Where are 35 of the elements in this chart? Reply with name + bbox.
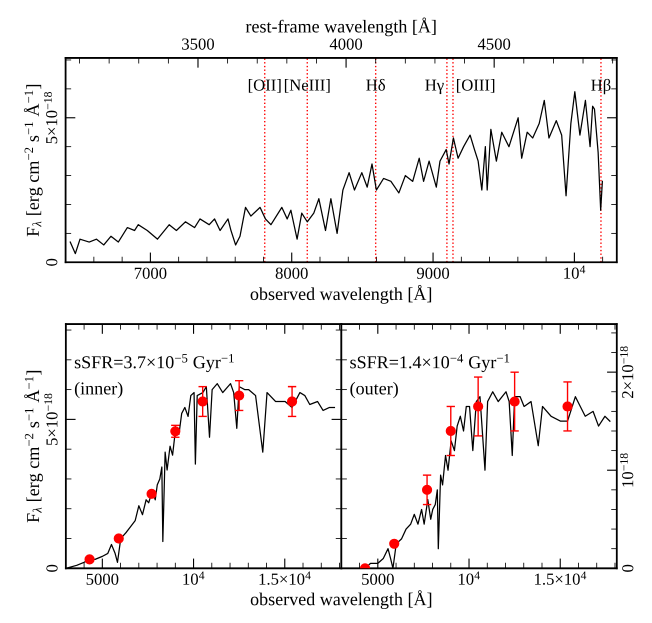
x-tick-label: 5000 (362, 574, 394, 585)
x2-tick-label: 4000 (330, 38, 362, 50)
annotation: (inner) (74, 382, 122, 398)
y-tick-label: 5×10$^{−18}$ (44, 394, 58, 446)
annotation: sSFR=1.4×10$^{−4}$ Gyr$^{−1}$ (350, 354, 510, 372)
ref-line-label: Hβ (591, 78, 611, 94)
x-tick-label: 1.5×10$^{4}$ (260, 572, 311, 585)
x2-axis-title: rest-frame wavelength [Å] (246, 18, 436, 36)
x-tick-label: 9000 (416, 268, 450, 279)
x-tick-label: 7000 (134, 268, 166, 279)
x-axis-title: observed wavelength [Å] (250, 590, 432, 610)
x-axis-title: observed wavelength [Å] (250, 285, 432, 304)
text: 2×10$^{−18}$ (620, 346, 634, 398)
annotation: (outer) (350, 382, 398, 398)
text: 10$^{−18}$ (620, 453, 634, 487)
x2-tick-label: 4500 (478, 38, 510, 50)
x-tick-label: 8000 (276, 268, 308, 279)
annotation: sSFR=3.7×10$^{−5}$ Gyr$^{−1}$ (74, 354, 234, 372)
x-tick-label: 5000 (86, 574, 118, 585)
text: F$_{λ}$ [erg cm$^{−2}$ s$^{−1}$ Å$^{−1}$] (24, 84, 43, 236)
y-tick-label: 5×10$^{−18}$ (44, 92, 58, 144)
x-tick-label: 1.5×10$^{4}$ (535, 572, 586, 585)
text: F$_{λ}$ [erg cm$^{−2}$ s$^{−1}$ Å$^{−1}$] (24, 370, 43, 522)
y-tick-label: 0 (46, 258, 58, 266)
x-tick-label: 10$^{4}$ (183, 572, 204, 585)
ref-line-label: [OII] (248, 78, 281, 93)
x-tick-label: 10$^{4}$ (458, 572, 480, 585)
text: 0 (622, 564, 634, 572)
ref-line-label: Hδ (366, 78, 385, 91)
y-tick-label: 0 (46, 564, 58, 572)
ref-line-label: [NeIII] (284, 78, 330, 93)
ref-line-label: [OIII] (456, 78, 494, 93)
x-tick-label: 10$^{4}$ (564, 266, 586, 279)
x2-tick-label: 3500 (182, 38, 214, 50)
ref-line-label: Hγ (425, 80, 444, 94)
